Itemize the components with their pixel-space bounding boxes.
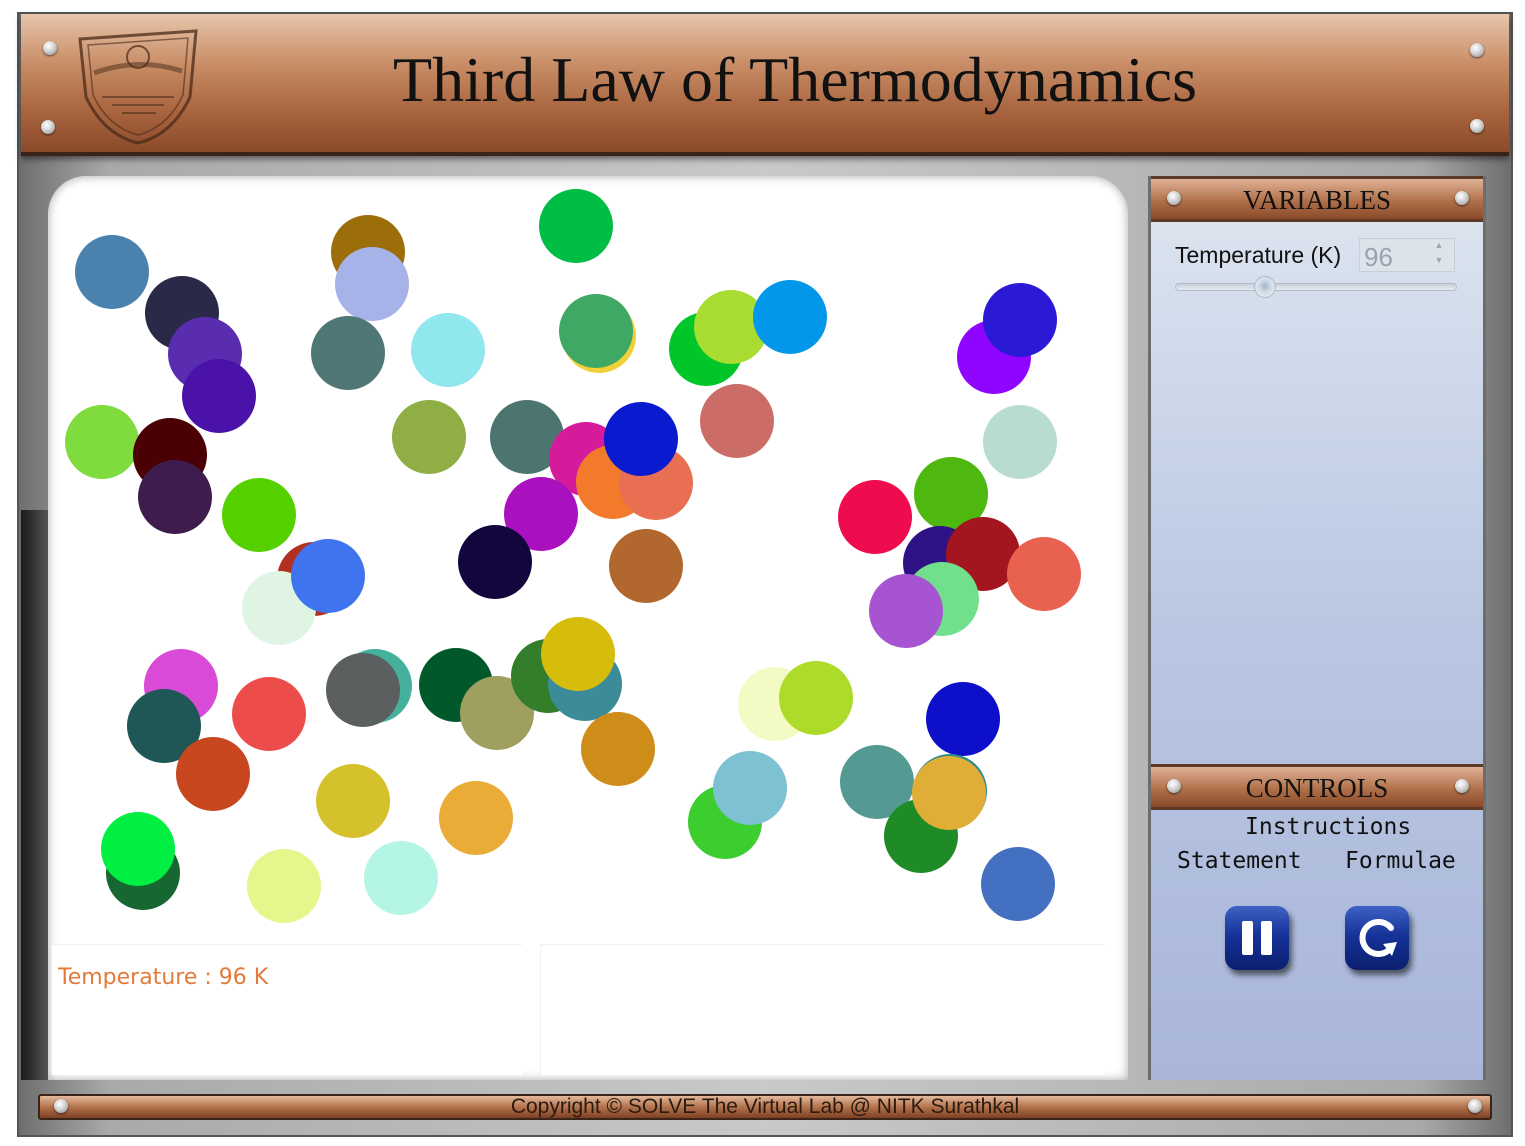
particle xyxy=(713,751,787,825)
particle xyxy=(335,247,409,321)
particle xyxy=(504,477,578,551)
particle xyxy=(869,574,943,648)
particle xyxy=(604,402,678,476)
slider-handle[interactable] xyxy=(1254,276,1277,298)
pause-button[interactable] xyxy=(1225,906,1289,970)
particle xyxy=(458,525,532,599)
graph-panel xyxy=(540,944,1105,1075)
particle xyxy=(176,737,250,811)
bolt-icon xyxy=(43,41,57,55)
copyright-text: Copyright © SOLVE The Virtual Lab @ NITK… xyxy=(510,1095,1020,1118)
bolt-icon xyxy=(54,1099,68,1113)
reset-button[interactable] xyxy=(1345,906,1409,970)
particle-canvas xyxy=(65,189,1081,923)
instructions-link[interactable]: Instructions xyxy=(1245,814,1412,840)
pause-icon xyxy=(1242,921,1272,955)
bolt-icon xyxy=(1468,1099,1482,1113)
particle xyxy=(581,712,655,786)
bolt-icon xyxy=(1167,191,1181,205)
particle xyxy=(539,189,613,263)
footer-bar: Copyright © SOLVE The Virtual Lab @ NITK… xyxy=(38,1094,1492,1120)
temperature-label: Temperature (K) xyxy=(1175,242,1342,268)
particle xyxy=(439,781,513,855)
bolt-icon xyxy=(1470,43,1484,57)
particle xyxy=(247,849,321,923)
particle xyxy=(127,689,201,763)
temperature-slider[interactable] xyxy=(1175,283,1457,291)
temperature-readout: Temperature : 96 K xyxy=(58,965,269,990)
spin-down-icon[interactable]: ▼ xyxy=(1434,255,1444,265)
variables-header: VARIABLES xyxy=(1151,176,1483,222)
particle xyxy=(914,457,988,531)
particle xyxy=(326,653,400,727)
simulation-area: Temperature : 96 K xyxy=(48,176,1128,1080)
particle xyxy=(138,460,212,534)
controls-header: CONTROLS xyxy=(1151,764,1483,810)
page-title: Third Law of Thermodynamics xyxy=(393,44,1197,115)
statement-link[interactable]: Statement xyxy=(1177,848,1302,874)
reset-icon xyxy=(1359,918,1397,957)
temperature-value: 96 xyxy=(1364,242,1393,272)
particle xyxy=(490,400,564,474)
particle xyxy=(65,405,139,479)
temperature-input[interactable]: 96 ▲ ▼ xyxy=(1359,238,1455,272)
bolt-icon xyxy=(1455,779,1469,793)
particle xyxy=(232,677,306,751)
particle xyxy=(981,847,1055,921)
particle xyxy=(694,290,768,364)
particle xyxy=(316,764,390,838)
title-bar xyxy=(21,14,1509,156)
particle xyxy=(541,617,615,691)
particle xyxy=(840,745,914,819)
frame-left-shadow xyxy=(21,510,51,1080)
bolt-icon xyxy=(41,120,55,134)
particle xyxy=(609,529,683,603)
particle xyxy=(700,384,774,458)
controls-title: CONTROLS xyxy=(1245,773,1389,803)
particle xyxy=(222,478,296,552)
particle xyxy=(101,812,175,886)
particle xyxy=(753,280,827,354)
particle xyxy=(983,405,1057,479)
variables-title: VARIABLES xyxy=(1242,185,1392,215)
bolt-icon xyxy=(1167,779,1181,793)
particle xyxy=(411,313,485,387)
particle xyxy=(912,756,986,830)
particle xyxy=(460,676,534,750)
formulae-link[interactable]: Formulae xyxy=(1345,848,1456,874)
particle xyxy=(291,539,365,613)
particle xyxy=(75,235,149,309)
bolt-icon xyxy=(1470,119,1484,133)
particle xyxy=(926,682,1000,756)
particle xyxy=(392,400,466,474)
spin-up-icon[interactable]: ▲ xyxy=(1434,240,1444,250)
particle xyxy=(311,316,385,390)
bolt-icon xyxy=(1455,191,1469,205)
particle xyxy=(779,661,853,735)
particle xyxy=(1007,537,1081,611)
particle xyxy=(559,294,633,368)
readout-panel: Temperature : 96 K xyxy=(52,944,522,1075)
particle xyxy=(983,283,1057,357)
particle xyxy=(364,841,438,915)
side-panel: VARIABLES Temperature (K) 96 ▲ ▼ CONTROL… xyxy=(1148,176,1486,1080)
nitk-logo-icon xyxy=(78,29,198,145)
particle xyxy=(838,480,912,554)
particle xyxy=(182,359,256,433)
